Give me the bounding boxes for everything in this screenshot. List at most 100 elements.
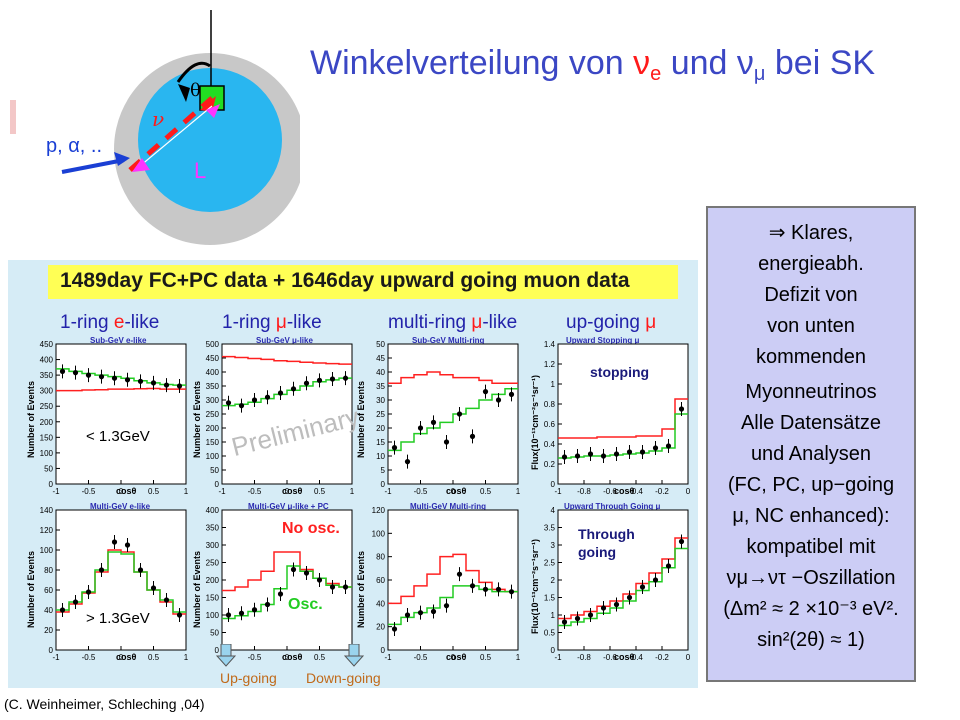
data-point (329, 376, 336, 382)
data-point (626, 449, 633, 455)
column-header-multi-ring: multi-ring μ-like (388, 312, 517, 334)
y-axis-label: Flux(10⁻¹³cm⁻²s⁻¹sr⁻¹) (530, 374, 540, 470)
data-point (137, 567, 144, 573)
x-tick-label: 1 (516, 653, 521, 662)
data-point (238, 403, 245, 409)
data-point (600, 453, 607, 459)
y-tick-label: 200 (206, 576, 220, 585)
y-axis-label: Number of Events (192, 550, 202, 628)
y-axis-label: Number of Events (356, 550, 366, 628)
data-point (456, 571, 463, 577)
x-tick-label: 0 (119, 487, 124, 496)
x-tick-label: -0.4 (629, 487, 643, 496)
col1-em: e (113, 312, 125, 333)
oscillation-label: Osc. (288, 596, 323, 613)
title-nu-e: ν (633, 44, 651, 82)
x-tick-label: 1 (516, 487, 521, 496)
data-point (600, 605, 607, 611)
x-axis-label: cosθ (116, 486, 137, 496)
no-osc-histogram (558, 398, 688, 439)
data-point (417, 610, 424, 616)
data-point (85, 589, 92, 595)
y-tick-label: 35 (376, 382, 385, 391)
y-axis-label: Number of Events (192, 380, 202, 458)
data-point (404, 612, 411, 618)
y-tick-label: 350 (40, 371, 54, 380)
x-axis-label: cosθ (614, 652, 635, 662)
slide-title: Winkelverteilung von νe und νμ bei SK (310, 44, 875, 86)
osc-histogram (388, 585, 518, 626)
up-going-arrow-icon (216, 644, 236, 667)
y-tick-label: 4 (551, 506, 556, 515)
y-tick-label: 25 (376, 410, 385, 419)
y-axis-label: Flux(10⁻¹³cm⁻²s⁻¹sr⁻¹) (530, 538, 540, 634)
plot-frame (557, 509, 689, 651)
x-tick-label: -0.4 (629, 653, 643, 662)
theta-arc (176, 61, 211, 83)
plot-title: Upward Stopping μ (566, 336, 640, 345)
data-point (290, 566, 297, 573)
y-tick-label: 1.5 (544, 594, 556, 603)
x-tick-label: -1 (384, 487, 392, 496)
y-tick-label: 1 (551, 380, 556, 389)
data-point (98, 374, 105, 380)
osc-histogram (56, 368, 186, 386)
data-point (456, 411, 463, 417)
y-tick-label: 400 (206, 506, 220, 515)
y-axis-label: Number of Events (26, 550, 36, 628)
data-point (150, 585, 157, 591)
data-point (665, 443, 672, 449)
nu-label: ν (152, 107, 164, 131)
data-point (329, 584, 336, 590)
x-tick-label: -1 (554, 487, 562, 496)
y-tick-label: 200 (206, 424, 220, 433)
conclusion-line: Defizit von (764, 284, 858, 306)
no-osc-histogram (388, 553, 518, 605)
x-tick-label: -1 (52, 487, 60, 496)
data-point (176, 383, 183, 389)
data-point (225, 400, 232, 406)
x-axis-label: cosθ (282, 486, 303, 496)
plot-frame (55, 509, 187, 651)
baseline-arrow-left (132, 158, 150, 172)
data-point (124, 542, 131, 548)
conclusion-line: kompatibel mit (746, 536, 876, 558)
plot-title: Multi-GeV Multi-ring (410, 502, 486, 511)
y-tick-label: 40 (44, 606, 53, 615)
data-point (613, 601, 620, 608)
x-axis-label: cosθ (446, 486, 467, 496)
y-tick-label: 0.8 (544, 400, 556, 409)
y-tick-label: 50 (44, 464, 53, 473)
column-header-mu-like: 1-ring μ-like (222, 312, 322, 334)
y-tick-label: 450 (40, 340, 54, 349)
data-point (238, 610, 245, 616)
plot-title: Sub-GeV Multi-ring (412, 336, 485, 345)
y-tick-label: 100 (40, 546, 54, 555)
col2-em: μ (275, 312, 287, 333)
y-tick-label: 1 (551, 611, 556, 620)
y-tick-label: 120 (372, 506, 386, 515)
x-tick-label: -0.5 (82, 487, 96, 496)
data-banner: 1489day FC+PC data + 1646day upward goin… (48, 265, 678, 299)
no-osc-histogram (388, 371, 518, 384)
y-tick-label: 350 (206, 382, 220, 391)
title-nu-mu: ν (736, 44, 754, 82)
x-tick-label: 0 (285, 653, 290, 662)
data-point (574, 453, 581, 459)
x-tick-label: 0.5 (480, 487, 492, 496)
x-tick-label: -0.6 (603, 487, 617, 496)
plot-title: Multi-GeV μ-like + PC (248, 502, 329, 511)
data-point (59, 607, 66, 613)
data-point (652, 445, 659, 451)
data-point (303, 570, 310, 576)
data-point (176, 612, 183, 618)
title-text-post: bei SK (765, 44, 876, 82)
data-point (150, 380, 157, 386)
data-point (430, 419, 437, 425)
title-text-mid: und (661, 44, 737, 82)
y-tick-label: 350 (206, 524, 220, 533)
data-point (495, 397, 502, 403)
y-tick-label: 0 (381, 480, 386, 489)
column-header-up-going: up-going μ (566, 312, 656, 334)
col2-post: -like (286, 312, 322, 333)
